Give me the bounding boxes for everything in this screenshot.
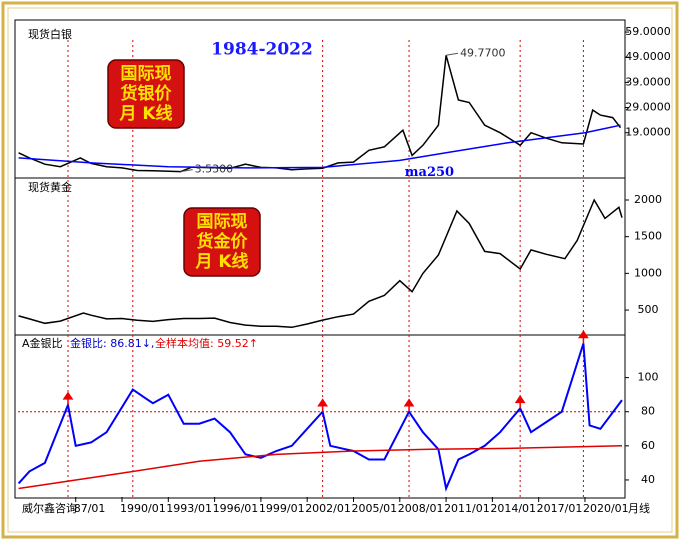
- x-tick-label: 2014/01: [490, 502, 536, 515]
- mean-label: 全样本均值: 59.52↑: [155, 336, 258, 350]
- badge-text: 月 K线: [194, 251, 248, 272]
- badge-text: 国际现: [121, 64, 172, 84]
- series-line: [17, 343, 623, 492]
- arrow: [317, 398, 329, 412]
- badge-text: 货金价: [197, 231, 249, 252]
- source: 威尔鑫咨询: [22, 501, 77, 515]
- annotation: 49.7700: [460, 46, 506, 59]
- series-line: [18, 445, 623, 490]
- panel-title: 现货黄金: [28, 180, 72, 194]
- panel-title: 现货白银: [28, 27, 72, 41]
- x-tick-label: 1996/01: [213, 502, 259, 515]
- x-tick-label: 2020/01: [583, 502, 629, 515]
- y-tick-label: 49.0000: [625, 50, 671, 63]
- y-tick-label: 29.0000: [625, 101, 671, 114]
- current-value: 金银比: 86.81↓,: [70, 336, 154, 350]
- y-tick-label: 2000: [634, 193, 662, 206]
- x-tick-label: 2011/01: [444, 502, 490, 515]
- arrow: [403, 398, 415, 412]
- arrow: [514, 394, 526, 409]
- x-tick-label: 2005/01: [351, 502, 397, 515]
- series-line: [18, 198, 623, 329]
- x-tick-label: 1999/01: [259, 502, 305, 515]
- arrow: [578, 330, 589, 344]
- y-tick-label: 1000: [634, 266, 662, 279]
- y-tick-label: 80: [641, 405, 655, 418]
- x-tick-label: 1993/01: [166, 502, 212, 515]
- x-tick-label: 2008/01: [398, 502, 444, 515]
- badge-text: 国际现: [197, 212, 248, 232]
- y-tick-label: 60: [641, 439, 655, 452]
- series-line: [18, 55, 622, 173]
- y-tick-label: 40: [641, 473, 655, 486]
- annotation-leader: [445, 52, 459, 56]
- y-tick-label: 1500: [634, 230, 662, 243]
- badge-text: 货银价: [121, 83, 173, 104]
- series-label: ma250: [405, 165, 454, 180]
- badge-text: 月 K线: [118, 103, 172, 124]
- annotation: 3.5300: [195, 163, 234, 176]
- x-tick-label: 1990/01: [120, 502, 166, 515]
- y-tick-label: 100: [638, 371, 659, 384]
- subtitle: 1984-2022: [211, 40, 313, 60]
- y-tick-label: 19.0000: [625, 126, 671, 139]
- badge: [107, 59, 185, 129]
- badge: [183, 207, 261, 277]
- frame-inner: [7, 7, 673, 533]
- y-tick-label: 39.0000: [625, 75, 671, 88]
- y-tick-label: 59.0000: [625, 25, 671, 38]
- x-axis-label: 月线: [628, 501, 650, 515]
- plot-frame: [14, 19, 626, 499]
- arrow: [62, 391, 74, 405]
- x-tick-label: 2017/01: [537, 502, 583, 515]
- x-tick-label: 87/01: [74, 502, 106, 515]
- y-tick-label: 500: [638, 303, 659, 316]
- x-tick-label: 2002/01: [305, 502, 351, 515]
- annotation-leader: [180, 169, 193, 173]
- series-line: [18, 124, 621, 169]
- panel-title: A金银比: [22, 336, 63, 350]
